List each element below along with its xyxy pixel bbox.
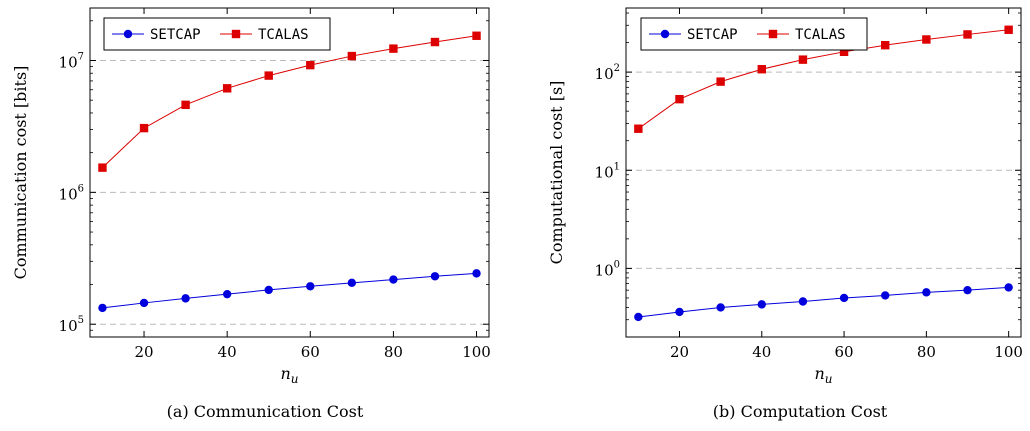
data-point-tcalas <box>757 65 766 74</box>
y-tick-exponent: 1 <box>614 161 620 172</box>
series-line-tcalas <box>102 35 477 168</box>
data-point-setcap <box>675 307 684 317</box>
y-tick-base: 10 <box>595 65 614 83</box>
x-tick-label: 20 <box>134 343 153 361</box>
x-tick-label: 100 <box>462 343 491 361</box>
data-point-setcap <box>98 303 107 313</box>
data-point-tcalas <box>963 30 972 39</box>
data-point-tcalas <box>430 37 440 47</box>
data-point-tcalas <box>98 163 107 172</box>
legend-swatch-marker <box>123 29 133 39</box>
y-tick-exponent: 5 <box>78 315 84 326</box>
x-axis-label-sub: u <box>825 372 833 386</box>
y-tick-label: 100 <box>595 259 620 279</box>
data-point-setcap <box>222 289 232 299</box>
data-point-tcalas <box>675 94 684 104</box>
legend: SETCAP TCALAS <box>640 17 868 51</box>
x-axis-label-base: n <box>280 364 290 383</box>
x-tick-label: 60 <box>835 343 854 361</box>
legend: SETCAP TCALAS <box>103 17 331 51</box>
data-point-setcap <box>716 303 725 312</box>
data-point-tcalas <box>264 71 273 80</box>
y-tick-exponent: 6 <box>78 183 84 194</box>
data-point-setcap <box>306 282 315 291</box>
y-tick-base: 10 <box>595 261 614 279</box>
legend-label: TCALAS <box>258 27 309 43</box>
data-point-setcap <box>347 278 357 288</box>
y-tick-label: 106 <box>59 183 84 203</box>
x-axis-label: nu <box>280 364 298 386</box>
data-point-setcap <box>430 272 440 281</box>
data-point-tcalas <box>881 41 890 50</box>
data-point-tcalas <box>222 84 232 93</box>
y-tick-label: 102 <box>595 63 620 83</box>
y-tick-exponent: 7 <box>78 51 84 62</box>
data-point-setcap <box>881 291 890 300</box>
y-tick-label: 101 <box>595 161 620 181</box>
legend-swatch-marker <box>660 29 670 39</box>
legend-label: SETCAP <box>150 27 201 43</box>
data-point-tcalas <box>634 124 643 133</box>
data-point-setcap <box>181 294 190 303</box>
data-point-setcap <box>634 312 643 322</box>
data-point-tcalas <box>306 60 315 70</box>
data-point-tcalas <box>798 55 808 64</box>
x-tick-label: 80 <box>917 343 936 361</box>
x-axis-label-base: n <box>814 364 824 383</box>
data-point-tcalas <box>472 31 481 40</box>
y-tick-base: 10 <box>595 163 614 181</box>
plot-frame <box>625 7 1022 338</box>
y-axis-label: Computational cost [s] <box>547 81 566 265</box>
y-tick-exponent: 2 <box>614 63 620 74</box>
series-line-setcap <box>102 272 477 309</box>
x-axis-label: nu <box>814 364 832 386</box>
y-tick-label: 105 <box>59 315 84 335</box>
data-point-setcap <box>922 288 931 297</box>
x-tick-label: 40 <box>752 343 771 361</box>
data-point-setcap <box>798 297 808 306</box>
y-tick-label: 107 <box>59 51 84 71</box>
y-tick-base: 10 <box>59 317 78 335</box>
data-point-tcalas <box>347 51 357 61</box>
data-point-tcalas <box>839 47 849 57</box>
data-point-tcalas <box>716 77 725 86</box>
data-point-tcalas <box>389 44 398 53</box>
x-tick-label: 60 <box>301 343 320 361</box>
y-tick-exponent: 0 <box>614 259 620 270</box>
legend-swatch-marker <box>231 29 241 39</box>
data-point-setcap <box>963 285 972 295</box>
data-point-setcap <box>139 298 149 308</box>
data-point-setcap <box>839 293 849 303</box>
caption: (a) Communication Cost <box>167 402 364 421</box>
y-axis-label: Communication cost [bits] <box>11 66 30 280</box>
x-axis-label-sub: u <box>291 372 299 386</box>
data-point-tcalas <box>922 35 931 44</box>
series-line-setcap <box>638 286 1009 318</box>
plot-frame <box>89 7 490 338</box>
x-tick-label: 40 <box>218 343 237 361</box>
y-tick-base: 10 <box>59 185 78 203</box>
legend-label: SETCAP <box>687 27 738 43</box>
data-point-setcap <box>757 300 766 309</box>
data-point-setcap <box>389 275 398 284</box>
data-point-setcap <box>472 269 481 278</box>
y-tick-base: 10 <box>59 53 78 71</box>
data-point-tcalas <box>181 100 190 110</box>
data-point-setcap <box>1004 283 1013 292</box>
x-tick-label: 100 <box>994 343 1023 361</box>
x-tick-label: 20 <box>670 343 689 361</box>
series-line-tcalas <box>638 29 1009 130</box>
data-point-setcap <box>264 285 273 295</box>
data-point-tcalas <box>1004 25 1013 34</box>
legend-label: TCALAS <box>795 27 846 43</box>
caption: (b) Computation Cost <box>713 402 888 421</box>
data-point-tcalas <box>139 123 149 133</box>
legend-swatch-marker <box>768 29 778 39</box>
x-tick-label: 80 <box>384 343 403 361</box>
